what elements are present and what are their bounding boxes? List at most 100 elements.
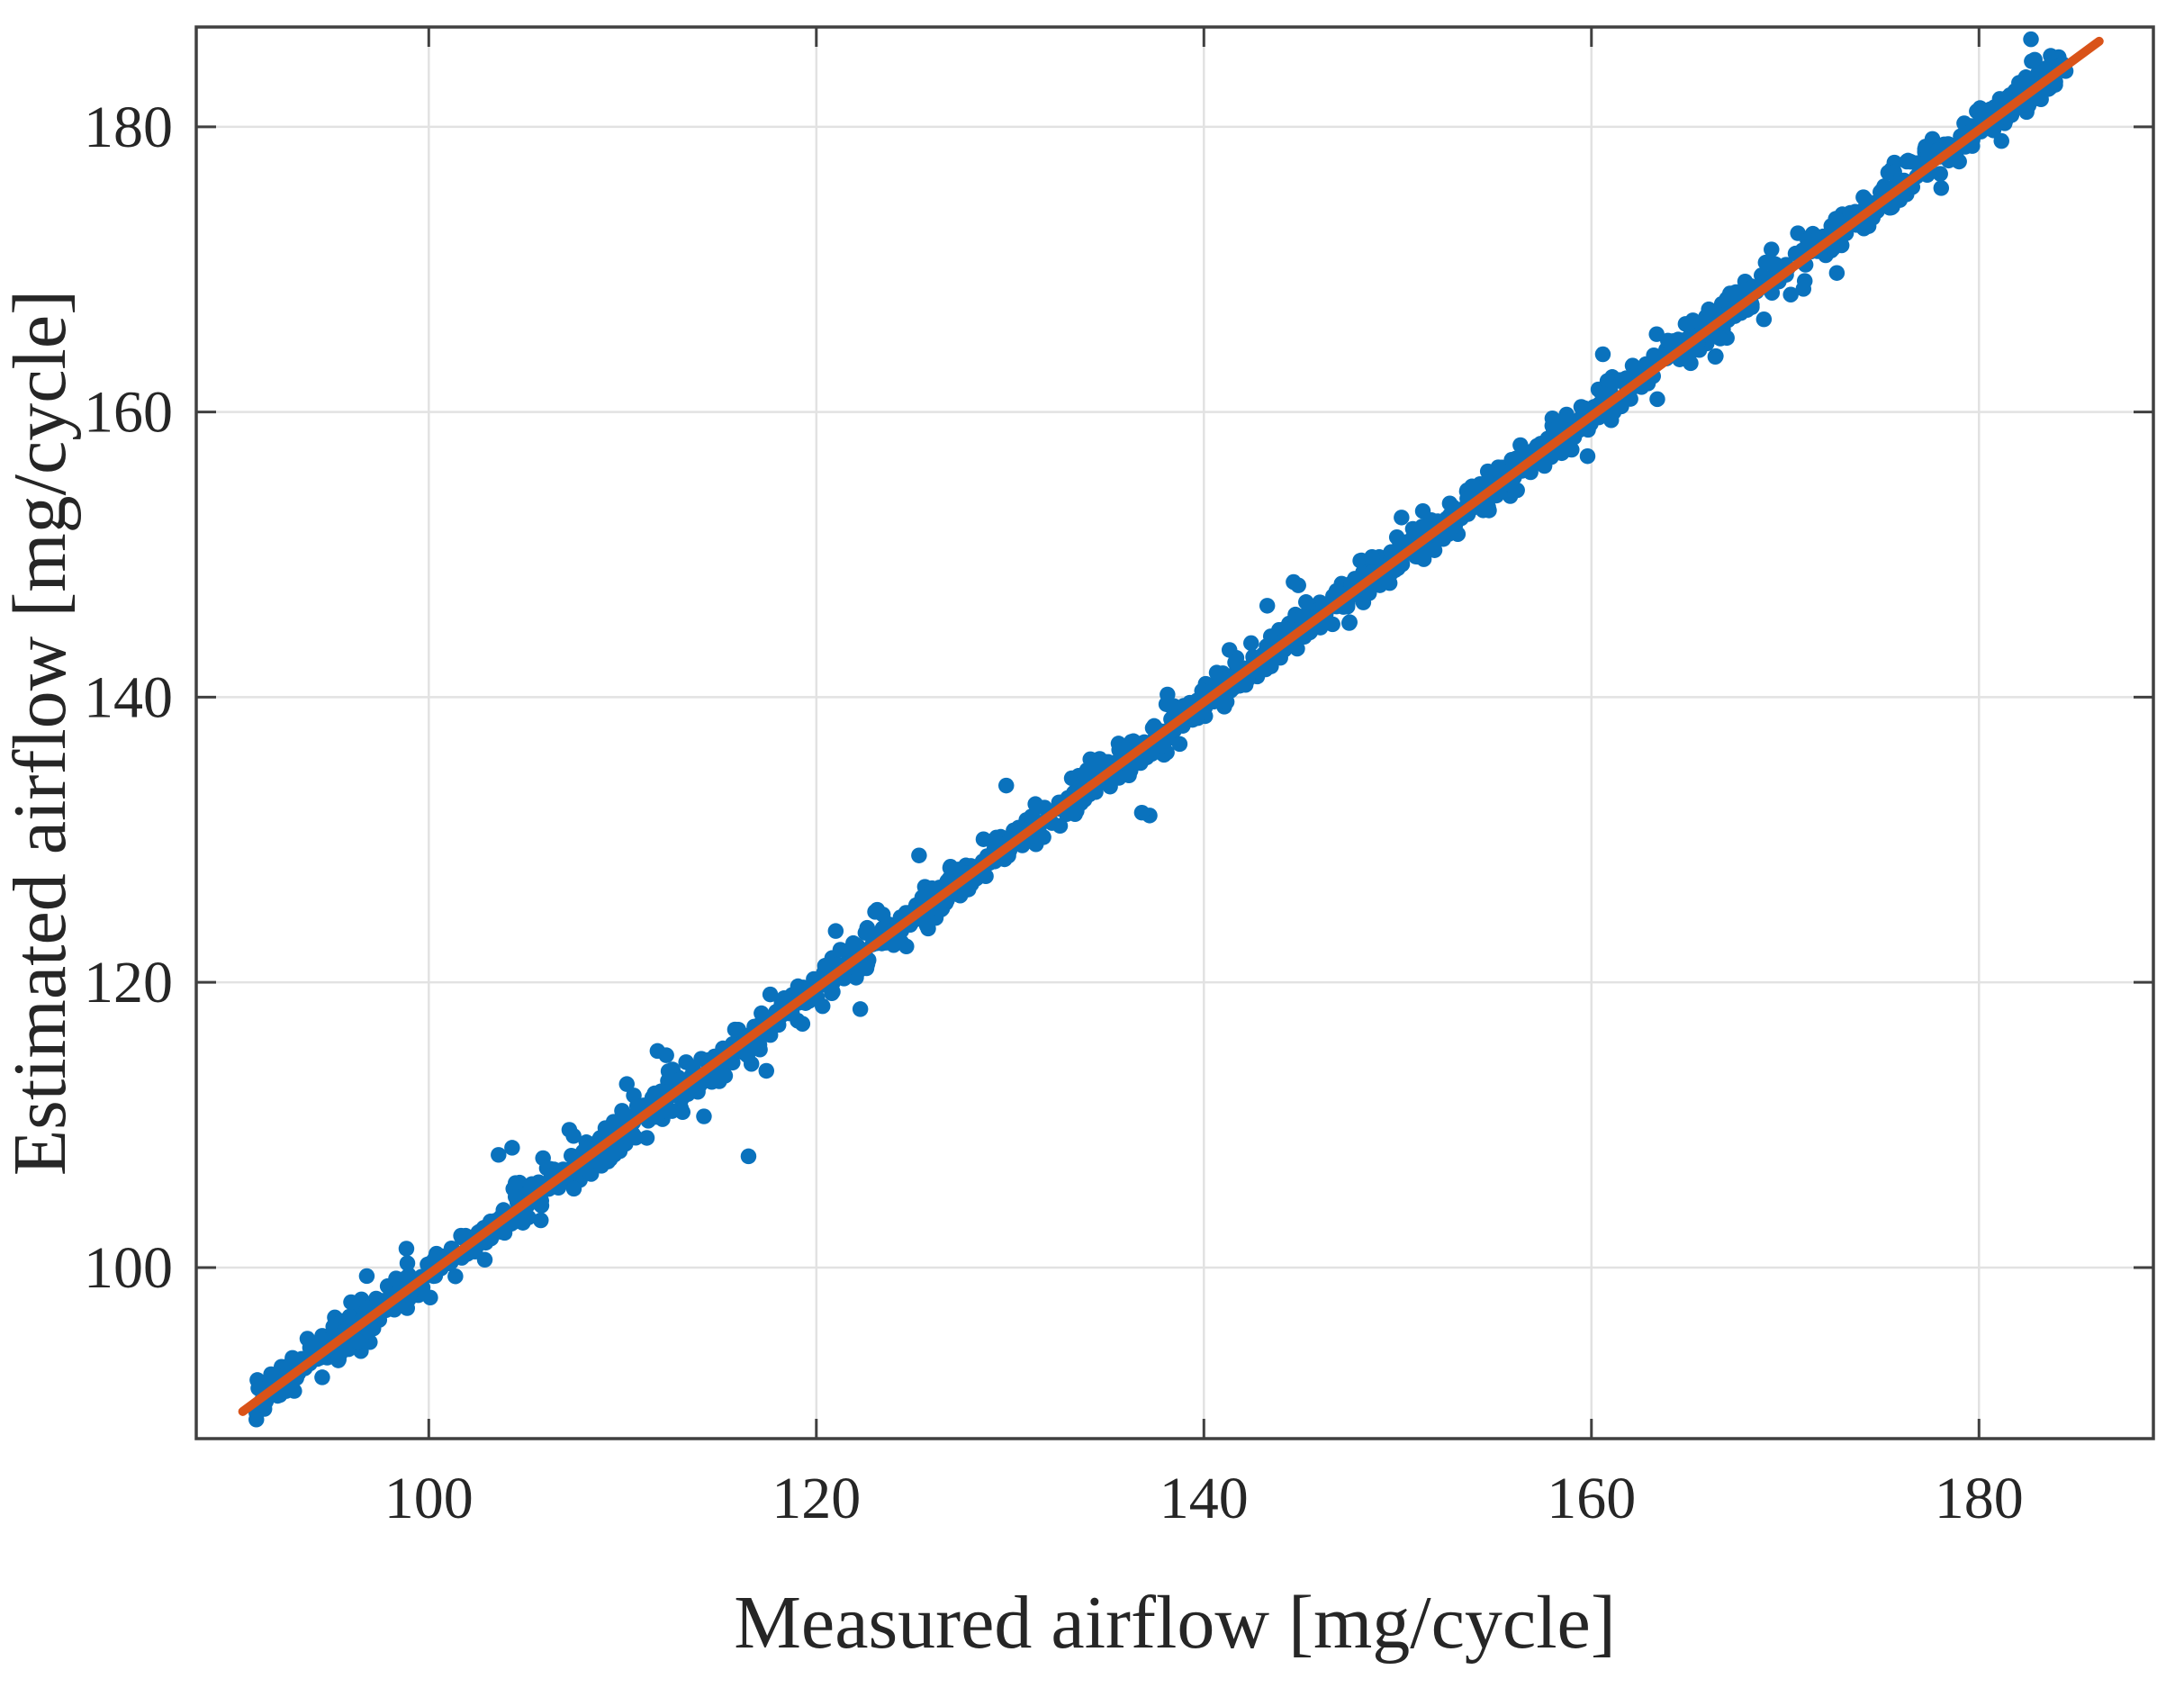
data-point xyxy=(286,1383,302,1399)
data-point xyxy=(885,937,902,953)
data-point-outlier xyxy=(911,847,927,863)
data-point xyxy=(869,901,886,918)
data-point xyxy=(717,1068,734,1084)
data-point xyxy=(1077,767,1093,783)
grid-lines xyxy=(196,27,2153,1439)
y-tick-labels: 100 120 140 160 180 xyxy=(84,95,173,1301)
data-point xyxy=(447,1268,464,1285)
data-point-outlier xyxy=(491,1147,507,1163)
data-point xyxy=(2024,53,2040,69)
data-point xyxy=(1971,104,1988,122)
data-point-outlier xyxy=(997,777,1015,794)
data-point xyxy=(1558,406,1575,423)
y-tick-label: 100 xyxy=(84,1235,173,1301)
data-point xyxy=(814,997,831,1015)
data-point xyxy=(2023,31,2039,48)
data-point xyxy=(832,942,849,958)
x-tick-labels: 100 120 140 160 180 xyxy=(384,1466,2024,1531)
x-tick-label: 160 xyxy=(1547,1466,1636,1531)
x-axis-label: Measured airflow [mg/cycle] xyxy=(734,1581,1616,1665)
data-point xyxy=(758,1062,775,1079)
data-point xyxy=(1594,346,1611,363)
data-point-outlier xyxy=(1649,391,1665,408)
axis-box xyxy=(194,25,2155,1440)
data-point xyxy=(533,1212,549,1229)
data-point xyxy=(848,970,864,986)
data-point xyxy=(1051,817,1069,835)
data-point xyxy=(1767,256,1783,273)
data-point xyxy=(794,1015,811,1032)
y-tick-label: 160 xyxy=(84,380,173,446)
data-point xyxy=(649,1043,666,1060)
data-point xyxy=(1259,598,1276,614)
data-point xyxy=(1027,796,1043,812)
data-point xyxy=(1684,312,1701,329)
data-point xyxy=(1111,742,1127,758)
data-point xyxy=(1218,693,1235,710)
data-point xyxy=(507,1188,524,1205)
data-point xyxy=(611,1112,627,1129)
data-point xyxy=(918,917,935,934)
data-point xyxy=(1414,502,1431,519)
data-point xyxy=(398,1241,415,1257)
data-point xyxy=(638,1130,655,1146)
data-point xyxy=(1764,241,1780,257)
data-point xyxy=(943,859,959,875)
tick-marks xyxy=(196,27,2153,1439)
data-point xyxy=(817,961,834,977)
data-point-outlier xyxy=(674,1104,691,1121)
data-point-outlier xyxy=(827,923,844,939)
data-point xyxy=(1277,620,1294,637)
x-tick-label: 140 xyxy=(1160,1466,1249,1531)
data-point xyxy=(349,1333,366,1349)
data-point xyxy=(1932,166,1948,182)
data-point xyxy=(399,1255,416,1271)
data-point-outlier xyxy=(740,1148,757,1165)
x-tick-label: 120 xyxy=(772,1466,861,1531)
data-point-outlier xyxy=(358,1268,375,1285)
data-point xyxy=(1481,502,1497,519)
fit-line xyxy=(238,36,2104,1416)
y-tick-label: 180 xyxy=(84,95,173,160)
data-point xyxy=(762,986,779,1003)
data-point xyxy=(1364,548,1380,565)
data-point xyxy=(1857,192,1874,208)
data-point xyxy=(343,1294,359,1311)
data-point xyxy=(1902,153,1918,170)
data-point xyxy=(852,1001,869,1017)
data-point xyxy=(565,1128,582,1144)
data-point xyxy=(1415,546,1431,563)
data-point xyxy=(1243,635,1259,652)
x-tick-label: 180 xyxy=(1935,1466,2024,1531)
data-point-outlier xyxy=(1755,311,1773,328)
data-point xyxy=(1171,736,1188,753)
data-point xyxy=(1237,677,1254,693)
data-point-outlier xyxy=(1579,447,1596,465)
fit-line-series xyxy=(238,36,2104,1416)
data-point xyxy=(975,831,992,847)
y-axis-label: Estimated airflow [mg/cycle] xyxy=(0,290,82,1176)
data-point-outlier xyxy=(1340,615,1358,631)
data-point xyxy=(1158,696,1175,712)
data-point xyxy=(1297,594,1314,610)
data-point xyxy=(1707,348,1724,366)
data-point xyxy=(628,1098,645,1115)
data-point xyxy=(1328,582,1345,600)
data-point-outlier xyxy=(696,1108,712,1124)
data-point xyxy=(726,1021,744,1038)
data-point xyxy=(660,1063,677,1079)
data-point xyxy=(330,1352,347,1368)
data-point xyxy=(602,1151,618,1168)
data-point xyxy=(978,868,994,885)
data-point xyxy=(1933,180,1950,196)
data-point xyxy=(1828,265,1846,281)
data-point-outlier xyxy=(504,1140,520,1156)
data-point xyxy=(314,1369,330,1386)
data-point xyxy=(1143,745,1160,763)
data-point xyxy=(1258,661,1274,678)
data-point xyxy=(1435,530,1452,547)
data-point xyxy=(1800,232,1816,248)
x-tick-label: 100 xyxy=(384,1466,474,1531)
